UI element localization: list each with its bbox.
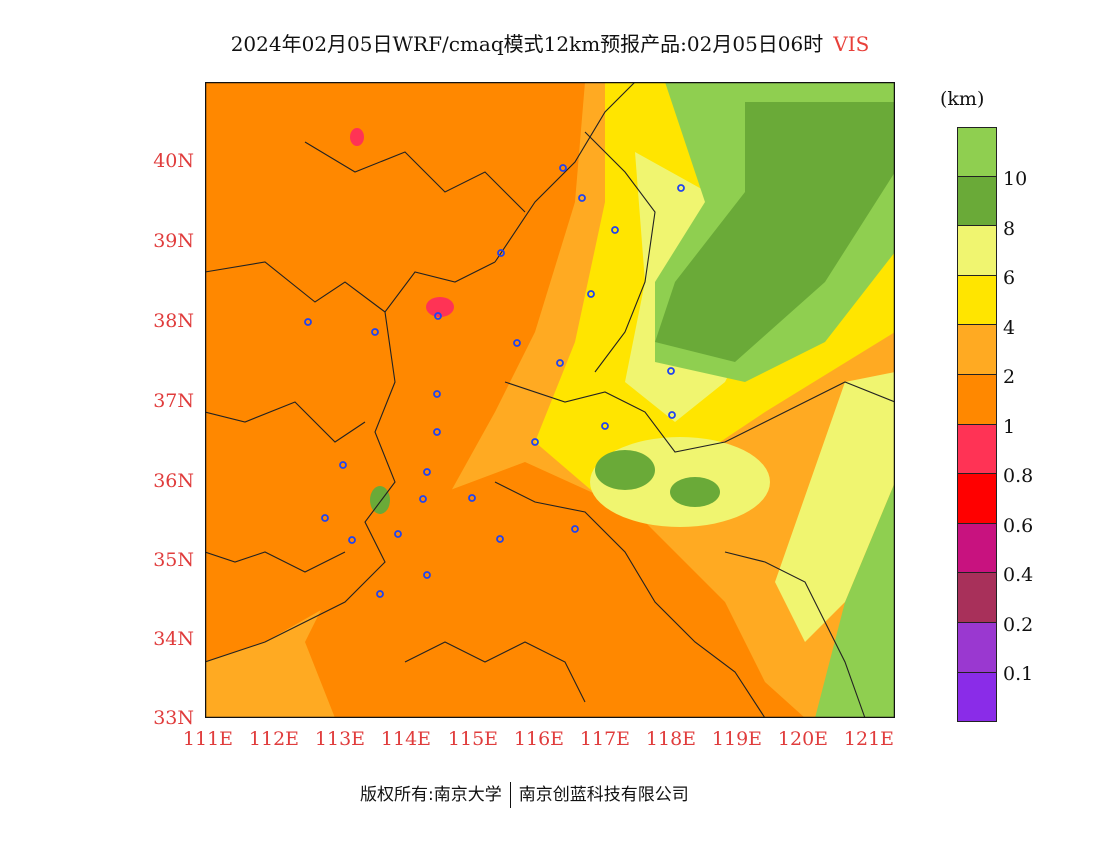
- y-tick-label: 36N: [153, 470, 194, 492]
- city-marker: [433, 428, 441, 436]
- city-marker: [434, 312, 442, 320]
- colorbar-segment: [957, 325, 997, 375]
- region-deep-orange-south: [305, 462, 805, 718]
- colorbar-segment: [957, 622, 997, 673]
- title-text: 2024年02月05日WRF/cmaq模式12km预报产品:02月05日06时: [230, 32, 824, 56]
- colorbar-segment: [957, 374, 997, 425]
- colorbar-label: 0.4: [1003, 564, 1034, 586]
- visibility-map: [205, 82, 895, 718]
- region-green-patch-b: [670, 477, 720, 507]
- city-marker: [304, 318, 312, 326]
- city-marker: [423, 571, 431, 579]
- title-variable: VIS: [833, 32, 870, 56]
- city-marker: [559, 164, 567, 172]
- city-marker: [556, 359, 564, 367]
- city-marker: [601, 422, 609, 430]
- y-tick-label: 37N: [153, 390, 194, 412]
- city-marker: [321, 514, 329, 522]
- x-tick-label: 113E: [314, 728, 366, 750]
- colorbar: [957, 127, 997, 723]
- colorbar-label: 0.8: [1003, 465, 1034, 487]
- colorbar-label: 10: [1003, 168, 1028, 190]
- colorbar-segment: [957, 226, 997, 276]
- colorbar-segment: [957, 424, 997, 475]
- region-green-patch-c: [370, 486, 390, 514]
- region-green-southeast: [815, 482, 895, 718]
- x-tick-label: 121E: [843, 728, 895, 750]
- colorbar-label: 4: [1003, 317, 1016, 339]
- city-marker: [376, 590, 384, 598]
- city-markers: [304, 164, 685, 598]
- footer-divider: [509, 782, 511, 808]
- colorbar-segment: [957, 672, 997, 723]
- region-dark-green-band: [655, 102, 895, 362]
- colorbar-segment: [957, 127, 997, 177]
- city-marker: [496, 535, 504, 543]
- colorbar-label: 0.6: [1003, 515, 1034, 537]
- city-marker: [587, 290, 595, 298]
- x-tick-label: 119E: [711, 728, 763, 750]
- map-frame: [205, 82, 895, 718]
- map-title: 2024年02月05日WRF/cmaq模式12km预报产品:02月05日06时 V…: [0, 28, 1100, 57]
- city-marker: [531, 438, 539, 446]
- colorbar-label: 0.2: [1003, 614, 1034, 636]
- region-deep-orange: [205, 82, 585, 662]
- colorbar-label: 2: [1003, 366, 1016, 388]
- copyright-footer: 版权所有:南京大学 南京创蓝科技有限公司: [360, 780, 689, 808]
- colorbar-segment: [957, 275, 997, 326]
- colorbar-segment: [957, 176, 997, 227]
- y-tick-label: 33N: [153, 707, 194, 729]
- city-marker: [423, 468, 431, 476]
- y-tick-label: 39N: [153, 230, 194, 252]
- x-tick-label: 118E: [645, 728, 697, 750]
- x-tick-label: 111E: [182, 728, 234, 750]
- x-tick-label: 112E: [248, 728, 300, 750]
- colorbar-label: 6: [1003, 267, 1016, 289]
- x-tick-label: 117E: [579, 728, 631, 750]
- city-marker: [468, 494, 476, 502]
- region-red-patch-center: [426, 297, 454, 317]
- region-green-patch-a: [595, 450, 655, 490]
- x-tick-label: 115E: [447, 728, 499, 750]
- city-marker: [513, 339, 521, 347]
- city-marker: [339, 461, 347, 469]
- region-red-patch-north: [350, 128, 364, 146]
- colorbar-segment: [957, 523, 997, 574]
- colorbar-segment: [957, 474, 997, 524]
- y-tick-label: 34N: [153, 628, 194, 650]
- copyright-owner: 版权所有:南京大学: [360, 785, 502, 805]
- city-marker: [419, 495, 427, 503]
- province-boundaries: [205, 82, 895, 718]
- y-tick-label: 40N: [153, 150, 194, 172]
- city-marker: [677, 184, 685, 192]
- city-marker: [371, 328, 379, 336]
- city-marker: [611, 226, 619, 234]
- region-light-yellow-southeast: [775, 372, 895, 642]
- colorbar-label: 8: [1003, 218, 1016, 240]
- city-marker: [348, 536, 356, 544]
- city-marker: [667, 367, 675, 375]
- city-marker: [433, 390, 441, 398]
- colorbar-segment: [957, 573, 997, 623]
- y-tick-label: 35N: [153, 549, 194, 571]
- y-tick-label: 38N: [153, 310, 194, 332]
- x-tick-label: 116E: [513, 728, 565, 750]
- city-marker: [578, 194, 586, 202]
- colorbar-label: 1: [1003, 416, 1016, 438]
- city-marker: [571, 525, 579, 533]
- city-marker: [394, 530, 402, 538]
- copyright-company: 南京创蓝科技有限公司: [518, 785, 689, 805]
- x-tick-label: 114E: [380, 728, 432, 750]
- city-marker: [668, 411, 676, 419]
- x-tick-label: 120E: [777, 728, 829, 750]
- colorbar-unit: (km): [940, 88, 985, 110]
- colorbar-label: 0.1: [1003, 663, 1034, 685]
- city-marker: [497, 249, 505, 257]
